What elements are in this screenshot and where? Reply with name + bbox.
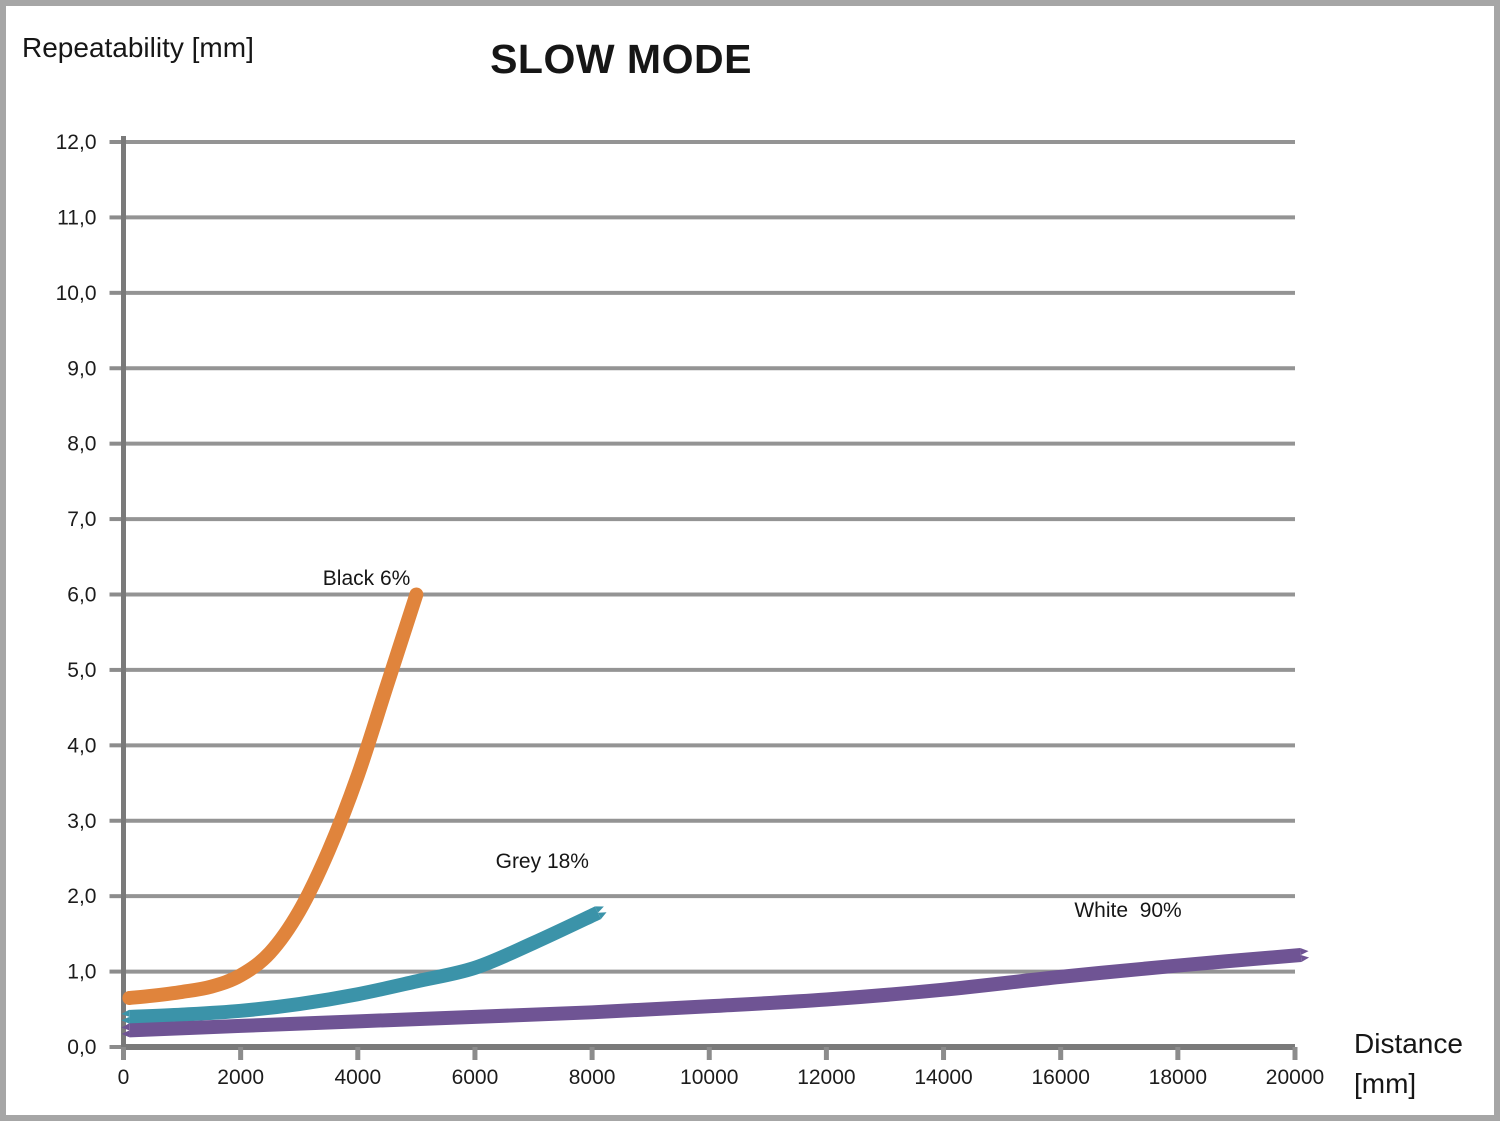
y-tick-label: 2,0 <box>67 885 96 908</box>
x-tick-label: 18000 <box>1149 1066 1207 1089</box>
y-tick-label: 8,0 <box>67 433 96 456</box>
y-tick-label: 1,0 <box>67 961 96 984</box>
x-tick-label: 16000 <box>1031 1066 1089 1089</box>
series-cap-end <box>594 906 607 920</box>
series-line-white-90- <box>129 948 1302 1038</box>
y-tick-label: 5,0 <box>67 659 96 682</box>
y-tick-label: 12,0 <box>56 131 97 154</box>
x-tick-label: 8000 <box>569 1066 616 1089</box>
chart-title: SLOW MODE <box>490 36 752 82</box>
y-tick-label: 10,0 <box>56 282 97 305</box>
y-tick-label: 11,0 <box>57 206 96 229</box>
y-tick-label: 4,0 <box>67 734 96 757</box>
y-tick-label: 3,0 <box>67 810 96 833</box>
y-tick-label: 7,0 <box>67 508 96 531</box>
series-label-black-6-: Black 6% <box>322 567 411 591</box>
y-tick-label: 0,0 <box>67 1036 96 1059</box>
x-tick-label: 0 <box>118 1066 130 1089</box>
x-axis-title: Distance [mm] <box>1354 1024 1463 1104</box>
y-tick-label: 6,0 <box>67 584 96 607</box>
y-axis-title: Repeatability [mm] <box>22 32 254 63</box>
x-tick-label: 6000 <box>452 1066 499 1089</box>
y-tick-label: 9,0 <box>67 357 96 380</box>
x-tick-label: 20000 <box>1266 1066 1324 1089</box>
x-axis-title-line1: Distance <box>1354 1028 1463 1059</box>
series-cap-end <box>1300 948 1310 962</box>
x-tick-label: 4000 <box>334 1066 381 1089</box>
series-label-grey-18-: Grey 18% <box>495 850 589 874</box>
x-tick-label: 14000 <box>914 1066 972 1089</box>
series-cap-start <box>121 1009 130 1024</box>
x-tick-label: 10000 <box>680 1066 738 1089</box>
series-line-grey-18- <box>129 906 601 1024</box>
x-tick-label: 2000 <box>217 1066 264 1089</box>
series-cap-start <box>121 1023 130 1038</box>
chart-canvas: 0,0 1,0 2,0 3,0 4,0 5,0 6,0 7,0 8,0 9,0 10,0 11,0 12… <box>56 131 1325 1089</box>
x-axis-title-line2: [mm] <box>1354 1067 1417 1099</box>
series-label-white-90-: White 90% <box>1074 899 1182 923</box>
x-tick-label: 12000 <box>797 1066 855 1089</box>
series-line-black-6- <box>122 587 424 1005</box>
